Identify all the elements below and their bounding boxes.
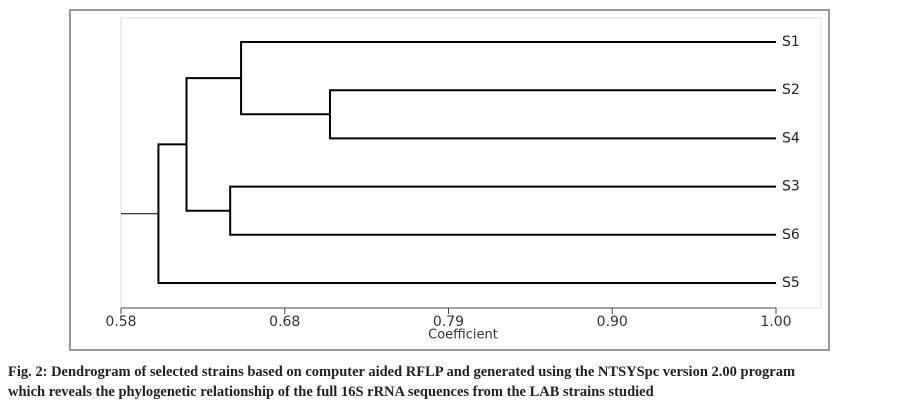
caption-line: Fig. 2: Dendrogram of selected strains b… — [8, 364, 796, 380]
branch — [157, 143, 776, 284]
leaf-label: S1 — [782, 34, 800, 50]
leaf-label: S6 — [782, 227, 800, 243]
x-tick-label: 0.58 — [105, 314, 136, 330]
x-tick-label: 0.79 — [433, 314, 464, 330]
leaf-label: S2 — [782, 82, 800, 98]
frame — [69, 9, 830, 351]
leaf-label: S3 — [782, 179, 800, 195]
branch — [229, 185, 776, 236]
chart: Coefficient 0.58 0.68 0.79 0.90 1.00 S1 S2 S4 S3… — [69, 9, 830, 351]
x-axis-label: Coefficient — [428, 328, 498, 343]
x-tick-label: 0.90 — [597, 314, 628, 330]
leaf-label: S5 — [782, 275, 800, 291]
x-tick-label: 0.68 — [269, 314, 300, 330]
x-tick-label: 1.00 — [760, 314, 791, 330]
caption-line: which reveals the phylogenetic relations… — [8, 384, 654, 400]
leaf-label: S4 — [782, 130, 800, 146]
